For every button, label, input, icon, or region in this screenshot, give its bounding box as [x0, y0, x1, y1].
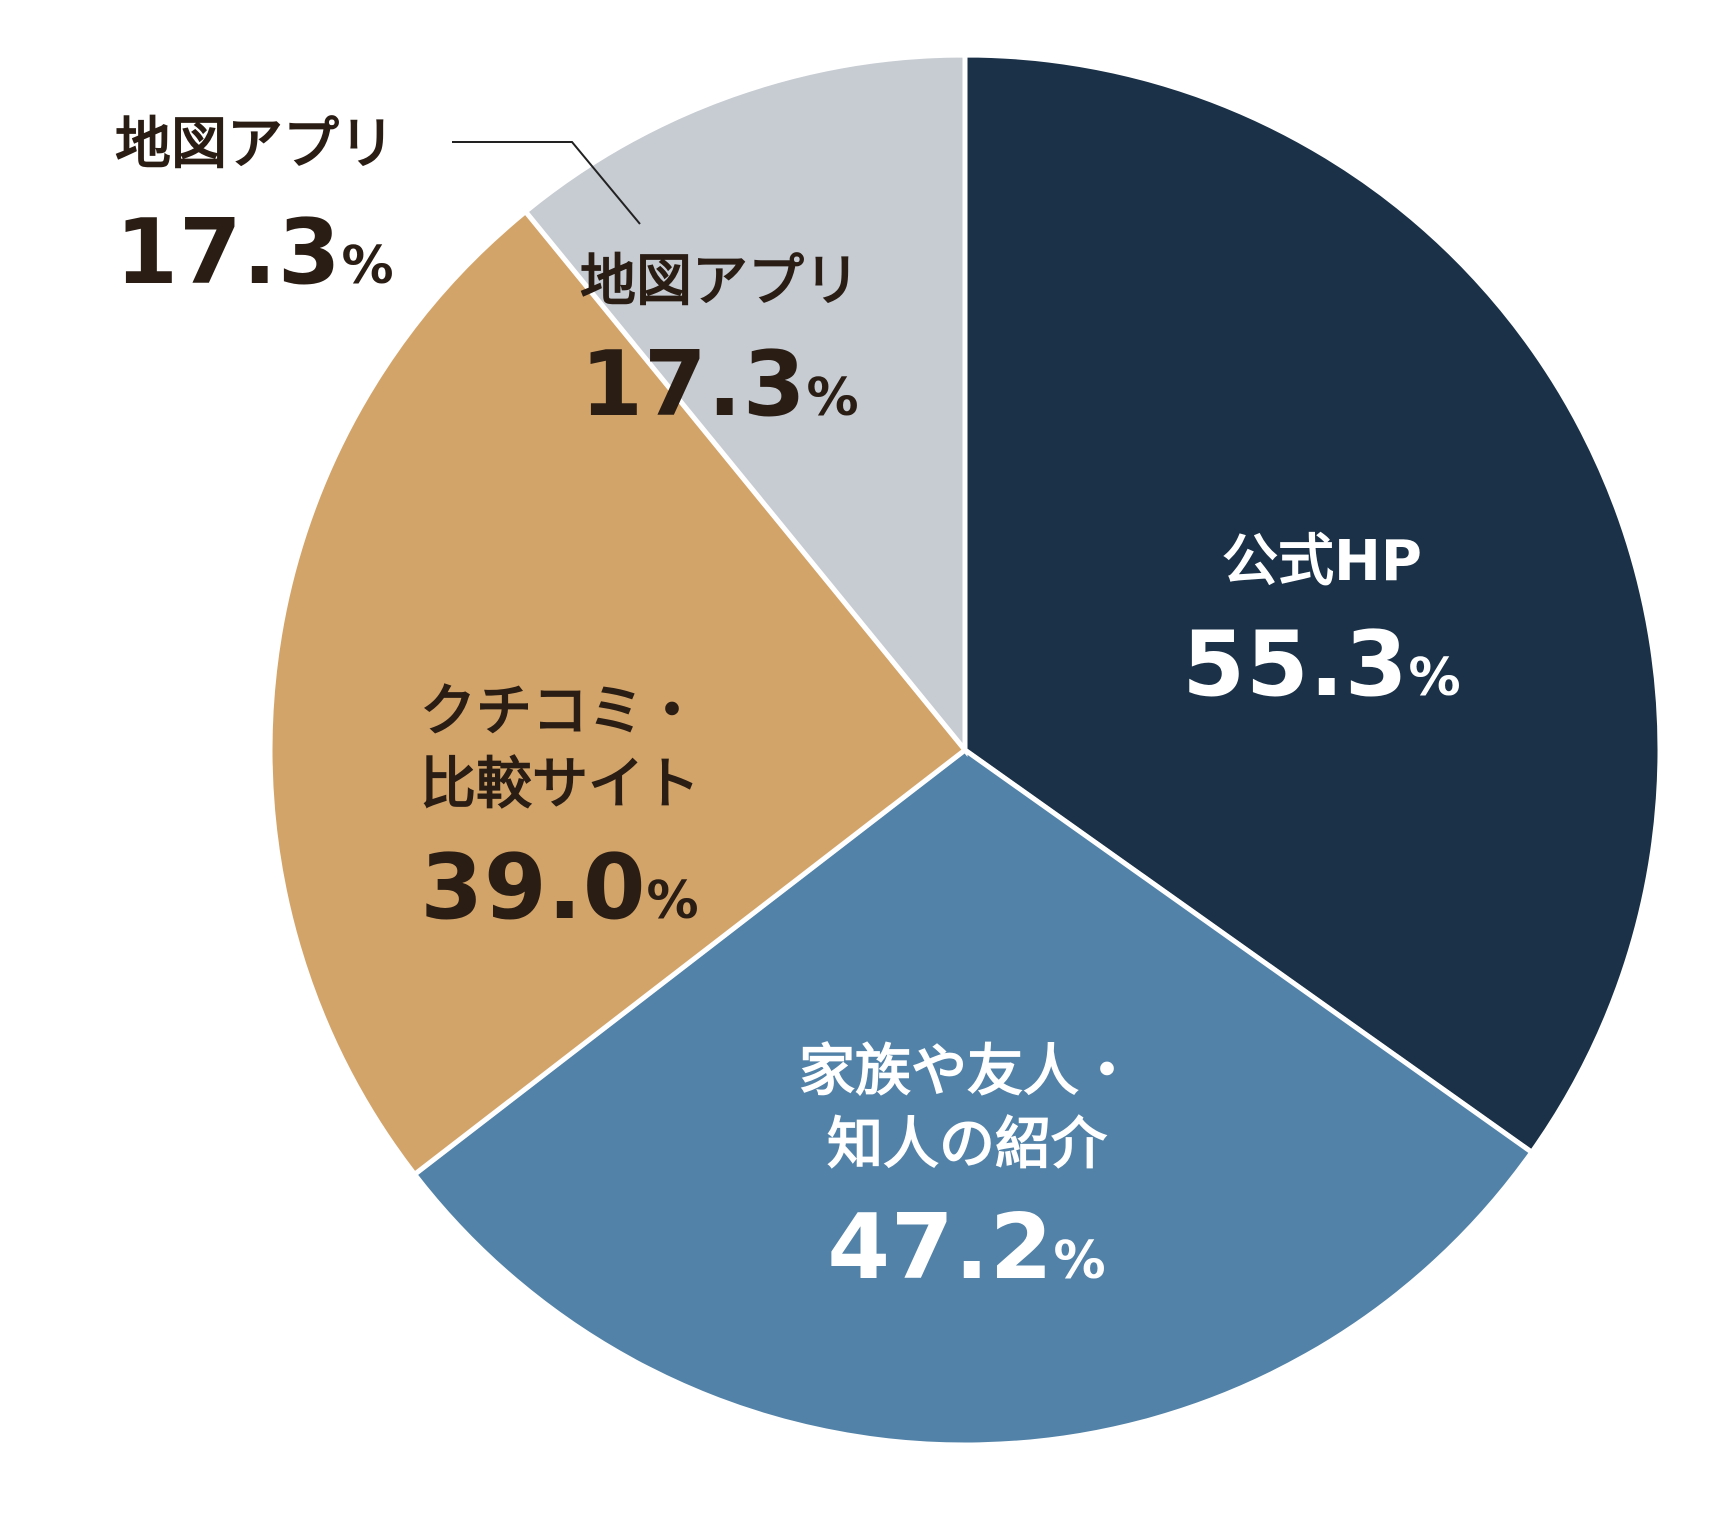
pie-slice-2	[411, 746, 1536, 1448]
slice-value-number-1: 55.3	[1182, 612, 1408, 717]
slice-name-3-line-2: 比較サイト	[420, 752, 700, 817]
slice-value-2: 47.2%	[827, 1195, 1106, 1300]
slice-label-3: クチコミ・比較サイト 39.0%	[420, 679, 700, 940]
slice-label-2: 家族や友人・知人の紹介 47.2%	[799, 1039, 1135, 1300]
slice-name-1-line-1: 公式HP	[1222, 529, 1422, 594]
slice-name-2-line-2: 知人の紹介	[827, 1112, 1108, 1177]
callout-leader-line	[452, 141, 641, 225]
callout-value-number: 17.3	[115, 200, 341, 305]
slice-labels: 公式HP 55.3% 家族や友人・知人の紹介 47.2% クチコミ・比較サイト 39.0%…	[420, 249, 1461, 1300]
pie-slices	[267, 52, 1663, 1448]
callout-annotation: 地図アプリ 17.3%	[115, 112, 641, 305]
slice-value-number-3: 39.0	[420, 835, 646, 940]
callout-value: 17.3%	[115, 200, 394, 305]
slice-value-1: 55.3%	[1182, 612, 1461, 717]
slice-value-unit-4: %	[806, 368, 859, 428]
pie-slice-3	[267, 208, 969, 1178]
slice-value-3: 39.0%	[420, 835, 699, 940]
slice-value-unit-1: %	[1408, 648, 1461, 708]
slice-label-4: 地図アプリ 17.3%	[580, 249, 860, 437]
slice-value-number-2: 47.2	[827, 1195, 1053, 1300]
slice-value-unit-3: %	[646, 871, 699, 931]
callout-name: 地図アプリ	[115, 112, 395, 177]
pie-slice-1	[962, 52, 1663, 1156]
slice-name-2-line-1: 家族や友人・	[799, 1039, 1135, 1104]
pie-slice-4	[522, 52, 968, 758]
slice-name-3-line-1: クチコミ・	[420, 679, 700, 744]
callout-value-unit: %	[341, 236, 394, 296]
slice-label-1: 公式HP 55.3%	[1182, 529, 1461, 717]
slice-value-number-4: 17.3	[580, 332, 806, 437]
slice-name-4-line-1: 地図アプリ	[580, 249, 860, 314]
slice-value-4: 17.3%	[580, 332, 859, 437]
slice-value-unit-2: %	[1053, 1231, 1106, 1291]
